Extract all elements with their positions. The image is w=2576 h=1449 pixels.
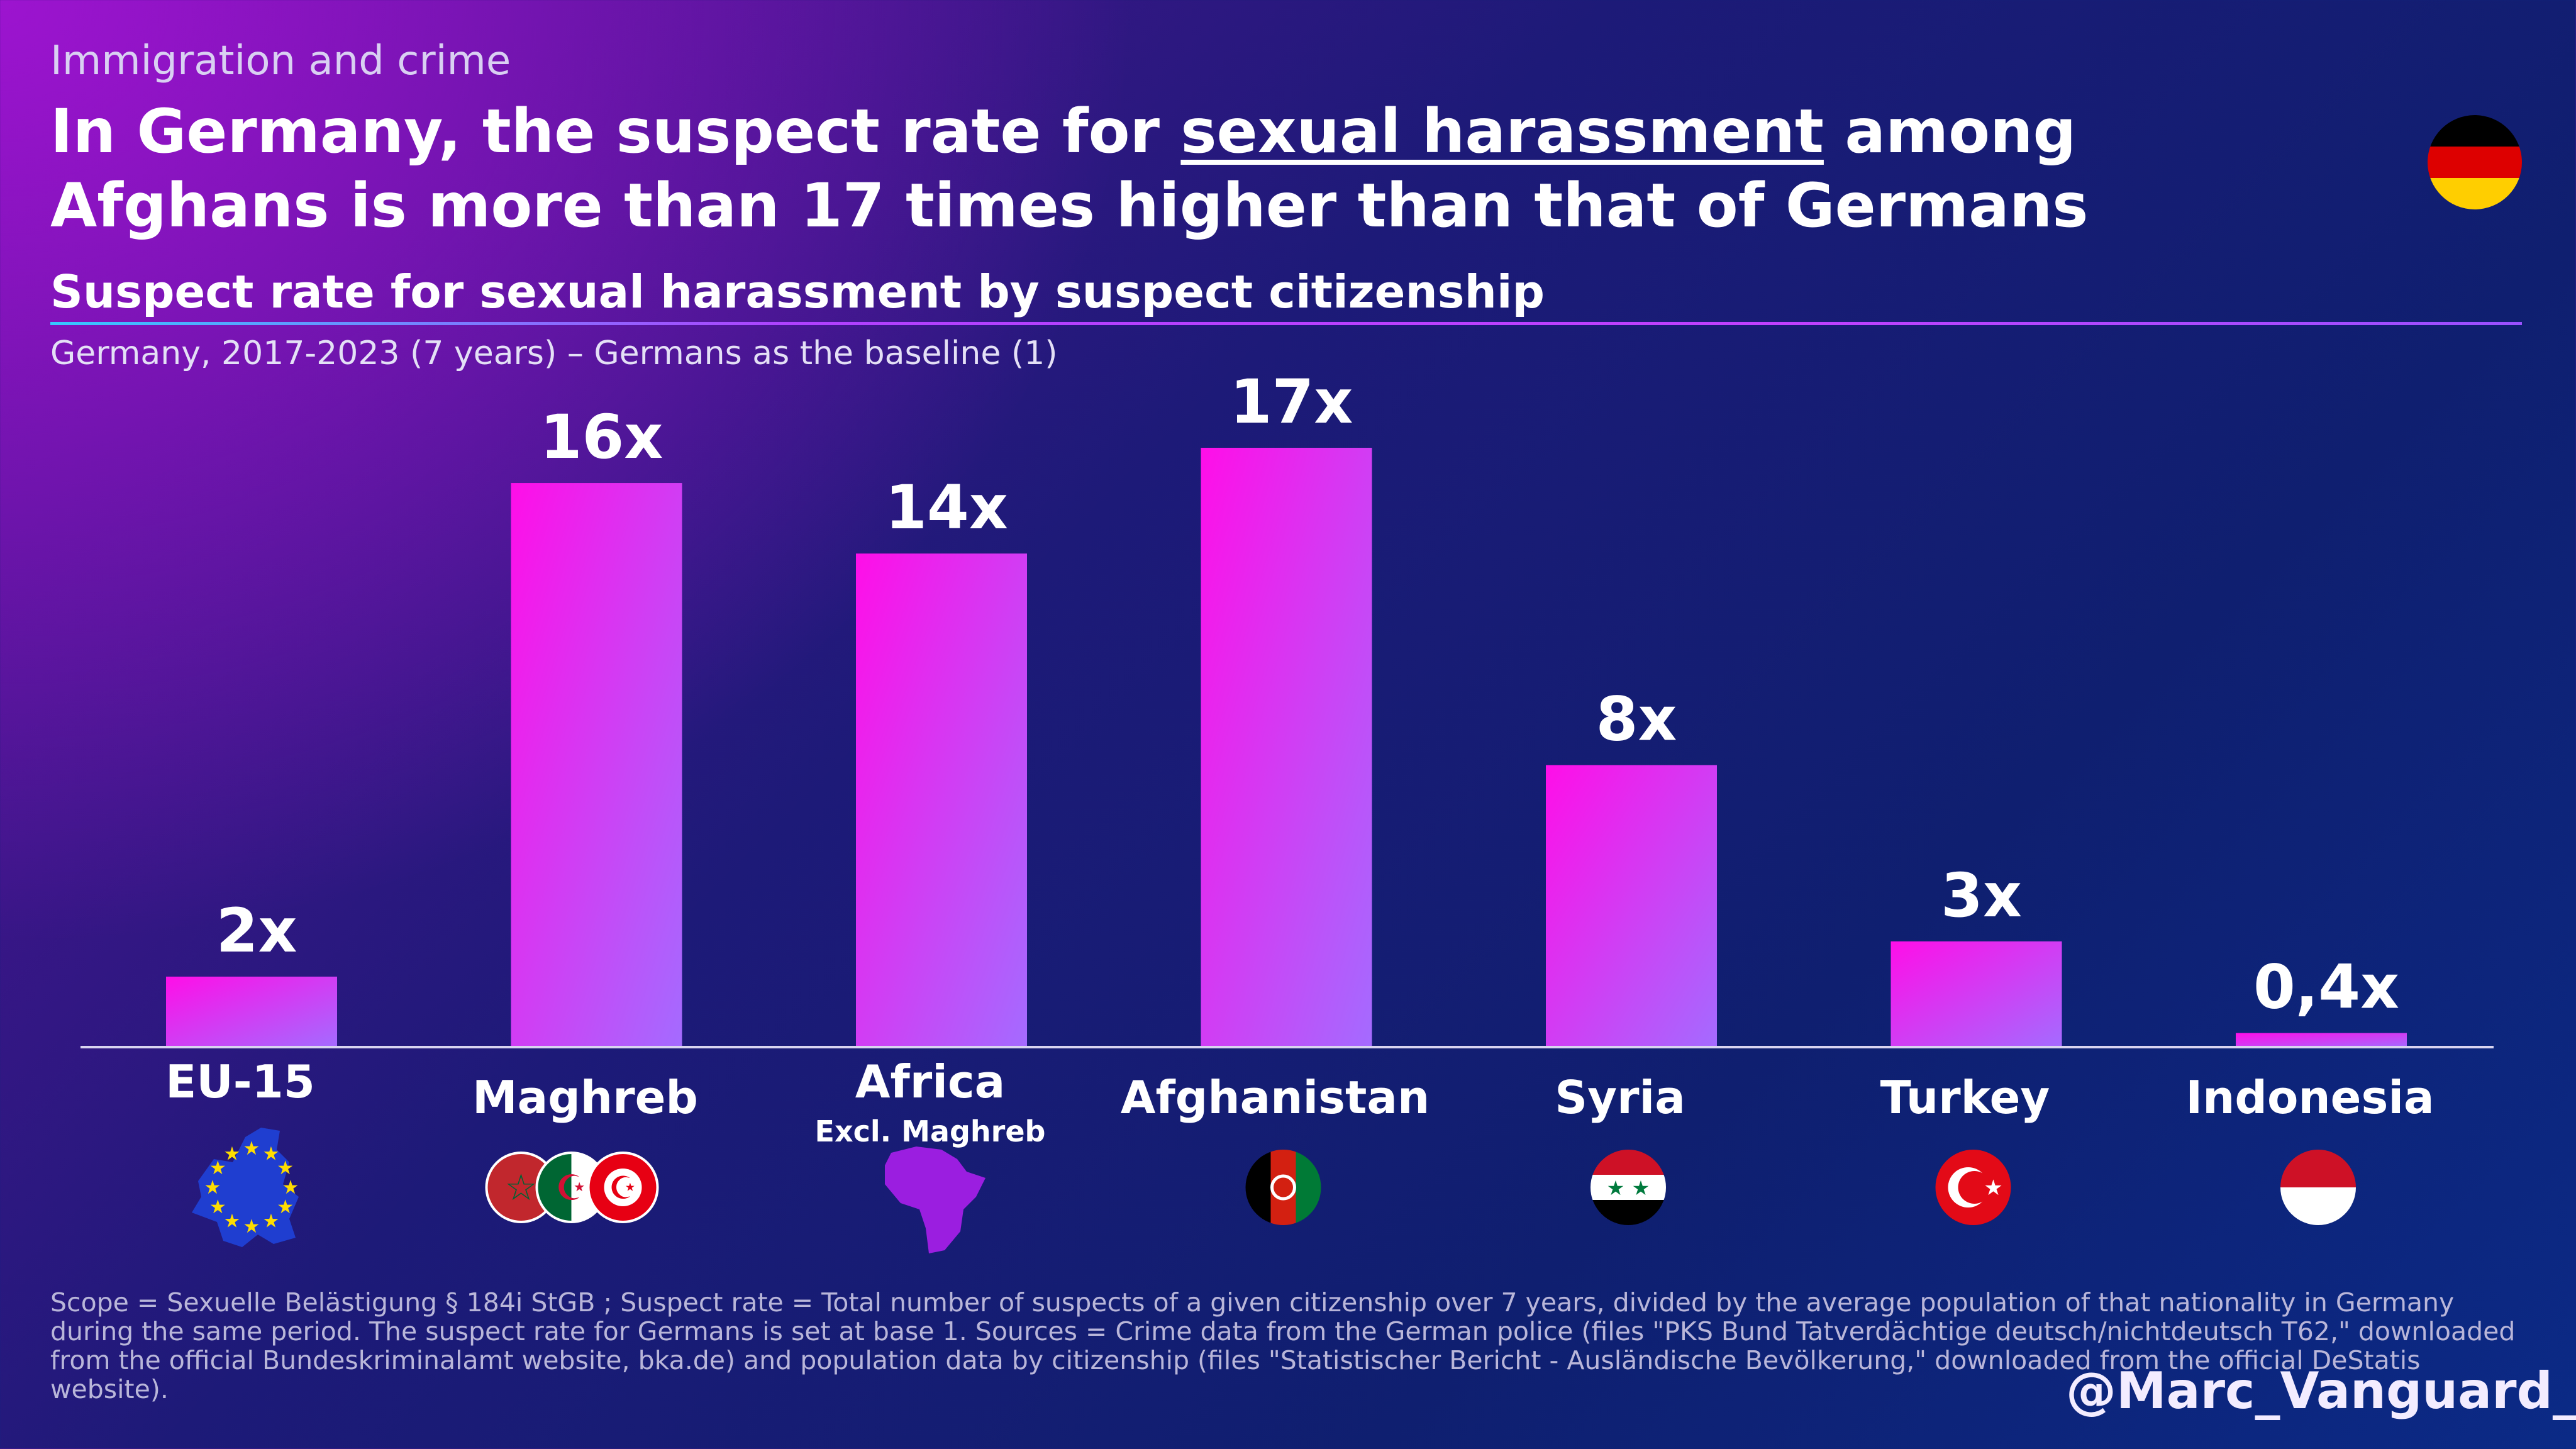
headline-underlined: sexual harassment xyxy=(1180,96,1824,167)
turkey-flag-icon: ★ xyxy=(1935,1150,2011,1225)
category-label: Maghreb xyxy=(472,1071,698,1124)
value-label: 16x xyxy=(540,402,663,472)
bar-indonesia xyxy=(2236,1033,2407,1047)
svg-text:★: ★ xyxy=(1984,1175,2002,1201)
headline-part-2: among Afghans is more than 17 times high… xyxy=(50,96,2089,241)
svg-text:★: ★ xyxy=(204,1177,221,1199)
category-label: Africa xyxy=(855,1055,1006,1108)
svg-text:★: ★ xyxy=(1632,1176,1650,1200)
category-label: Syria xyxy=(1555,1071,1685,1124)
footnote: Scope = Sexuelle Belästigung § 184i StGB… xyxy=(50,1287,2516,1404)
kicker-label: Immigration and crime xyxy=(50,38,511,84)
bar-chart: 2x EU-15 16x Maghreb 14x Africa Excl. Maghreb 1… xyxy=(80,367,2494,1253)
eu-map-icon: ★★★★★★★★★ ★ ★★ xyxy=(192,1128,299,1247)
svg-text:★: ★ xyxy=(263,1143,280,1165)
chart-subtitle: Germany, 2017-2023 (7 years) – Germans a… xyxy=(50,335,1058,372)
value-label: 14x xyxy=(885,472,1008,543)
svg-text:★: ★ xyxy=(1607,1176,1625,1200)
author-handle: @Marc_Vanguard_i xyxy=(2066,1362,2576,1420)
headline: In Germany, the suspect rate for sexual … xyxy=(50,94,2314,243)
headline-part-1: In Germany, the suspect rate for xyxy=(50,96,1181,167)
title-divider xyxy=(50,322,2522,325)
svg-text:★: ★ xyxy=(209,1157,226,1179)
svg-text:☪: ☪ xyxy=(555,1168,587,1209)
svg-text:★: ★ xyxy=(263,1211,280,1233)
bar-africa xyxy=(856,553,1027,1047)
category-sublabel: Excl. Maghreb xyxy=(815,1114,1046,1148)
value-label: 3x xyxy=(1941,860,2022,931)
afghanistan-flag-icon xyxy=(1245,1150,1321,1225)
syria-flag-icon: ★ ★ xyxy=(1591,1150,1666,1225)
value-label: 17x xyxy=(1230,367,1353,437)
category-label: Indonesia xyxy=(2185,1071,2434,1124)
category-label: Turkey xyxy=(1880,1071,2050,1124)
bar-maghreb xyxy=(511,483,682,1047)
svg-text:★: ★ xyxy=(243,1138,260,1160)
svg-text:★: ★ xyxy=(224,1211,241,1233)
bar-syria xyxy=(1546,765,1717,1047)
value-label: 8x xyxy=(1596,684,1677,755)
bar-turkey xyxy=(1890,941,2062,1047)
svg-text:★: ★ xyxy=(282,1177,299,1199)
svg-text:☆: ☆ xyxy=(505,1166,538,1209)
svg-text:★: ★ xyxy=(224,1143,241,1165)
value-label: 0,4x xyxy=(2253,952,2399,1023)
category-label: Afghanistan xyxy=(1121,1071,1430,1124)
svg-text:★: ★ xyxy=(277,1196,294,1218)
svg-text:★: ★ xyxy=(277,1157,294,1179)
chart-title: Suspect rate for sexual harassment by su… xyxy=(50,265,1545,318)
maghreb-flags-icon: ☆ ☪ ☪ xyxy=(485,1152,659,1223)
africa-map-icon xyxy=(885,1146,985,1253)
category-label: EU-15 xyxy=(165,1055,315,1108)
svg-text:★: ★ xyxy=(243,1216,260,1238)
svg-text:★: ★ xyxy=(209,1196,226,1218)
value-label: 2x xyxy=(216,896,297,966)
indonesia-flag-icon xyxy=(2280,1150,2356,1225)
bar-afghanistan xyxy=(1201,448,1372,1047)
bar-eu-15 xyxy=(166,976,337,1047)
svg-text:☪: ☪ xyxy=(609,1170,637,1206)
